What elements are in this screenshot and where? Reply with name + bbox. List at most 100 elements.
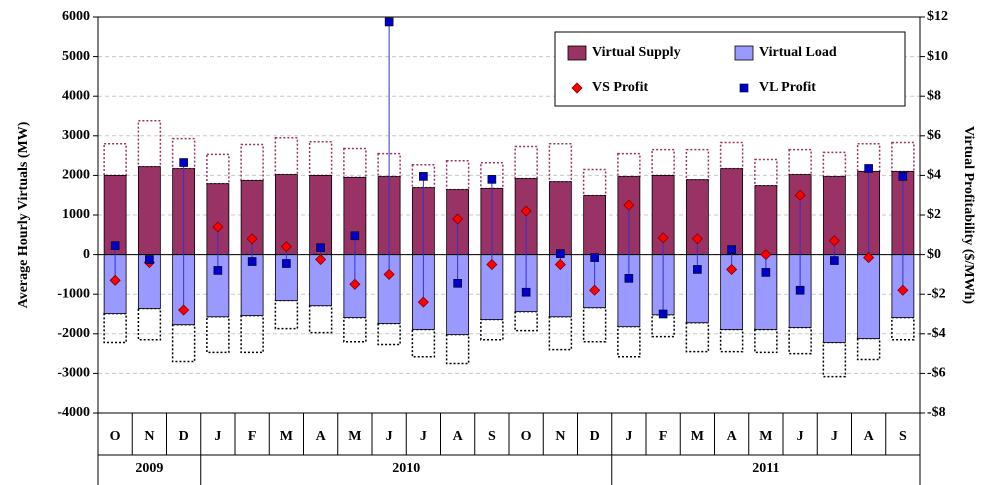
profit-marker — [624, 274, 634, 283]
y-tick-label: 5000 — [62, 49, 90, 64]
dotted-bar — [685, 321, 710, 353]
dotted-bar — [308, 140, 333, 177]
y2-tick-label: $10 — [927, 49, 948, 64]
profit-marker — [898, 172, 908, 181]
profit-marker — [212, 221, 224, 233]
x-tick-label: J — [386, 429, 393, 444]
dotted-bar — [651, 148, 675, 177]
dotted-bar — [206, 316, 230, 354]
profit-marker — [145, 255, 154, 264]
profit-marker — [590, 253, 599, 262]
dotted-bar — [582, 306, 607, 343]
x-tick-label: A — [316, 429, 327, 444]
profit-marker — [556, 249, 565, 258]
profit-marker — [282, 259, 291, 268]
dotted-bar — [377, 322, 401, 346]
year-label: 2009 — [135, 461, 163, 476]
dotted-bar — [171, 323, 196, 363]
dotted-bar — [617, 325, 641, 358]
y2-tick-label: $0 — [927, 247, 941, 262]
dotted-bar — [480, 318, 504, 341]
y2-tick-label: -$2 — [927, 286, 946, 301]
bar — [720, 168, 744, 255]
x-tick-label: D — [590, 429, 600, 444]
profit-marker — [350, 231, 360, 241]
profit-marker — [691, 233, 703, 245]
profit-marker — [246, 233, 258, 245]
dotted-bar — [137, 307, 162, 341]
dotted-bar — [685, 148, 710, 181]
profit-marker — [521, 287, 531, 297]
y2-tick-label: -$8 — [927, 405, 946, 420]
bar — [754, 185, 778, 255]
profit-marker — [452, 213, 464, 225]
y2-tick-label: -$4 — [927, 326, 946, 341]
profit-marker — [179, 158, 188, 167]
profit-marker — [830, 256, 839, 265]
x-tick-label: O — [110, 429, 121, 444]
x-tick-label: M — [759, 429, 772, 444]
x-tick-label: A — [727, 429, 738, 444]
y-axis-title: Average Hourly Virtuals (MW) — [16, 121, 31, 308]
bar — [583, 195, 607, 255]
dotted-bar — [137, 120, 162, 168]
profit-marker — [315, 253, 327, 266]
year-label: 2011 — [752, 461, 779, 476]
y-tick-label: 3000 — [62, 128, 90, 143]
x-tick-label: M — [691, 429, 704, 444]
profit-marker — [794, 189, 806, 201]
y-tick-label: -4000 — [57, 405, 90, 420]
x-tick-label: N — [144, 429, 154, 444]
x-tick-label: S — [488, 429, 496, 444]
profit-marker — [726, 263, 738, 276]
x-tick-label: J — [214, 429, 221, 444]
dotted-bar — [308, 304, 333, 334]
profit-marker — [897, 284, 909, 296]
profit-marker — [110, 241, 120, 250]
legend-box — [554, 31, 906, 107]
x-tick-label: D — [179, 429, 189, 444]
y2-tick-label: $4 — [927, 168, 941, 183]
x-tick-label: J — [420, 429, 427, 444]
x-tick-label: S — [899, 429, 907, 444]
dotted-bar — [788, 326, 812, 355]
y-tick-label: -3000 — [57, 366, 90, 381]
dotted-bar — [788, 148, 812, 176]
legend-label: Virtual Supply — [592, 45, 681, 60]
x-tick-label: J — [797, 429, 804, 444]
dotted-bar — [274, 137, 299, 176]
y-tick-label: 2000 — [62, 168, 90, 183]
y-tick-label: 0 — [83, 247, 90, 262]
profit-marker — [213, 266, 223, 275]
y2-tick-label: $8 — [927, 88, 941, 103]
dotted-bar — [822, 341, 847, 378]
profit-marker — [247, 257, 257, 266]
y2-axis-title: Virtual Profitability ($/MWh) — [961, 126, 976, 304]
dotted-bar — [719, 141, 744, 170]
y2-tick-label: $2 — [927, 207, 941, 222]
dotted-bar — [891, 141, 915, 173]
dotted-bar — [171, 137, 196, 170]
profit-marker — [520, 205, 532, 217]
dotted-bar — [514, 310, 538, 332]
dotted-bar — [206, 153, 230, 185]
profit-marker — [693, 265, 702, 274]
dotted-bar — [411, 163, 436, 189]
dotted-bar — [754, 158, 778, 187]
x-tick-label: F — [659, 429, 668, 444]
legend-swatch — [739, 83, 749, 93]
x-tick-label: J — [831, 429, 838, 444]
profit-marker — [419, 172, 428, 181]
bar — [822, 254, 846, 343]
x-tick-label: A — [453, 429, 464, 444]
dotted-bar — [103, 312, 127, 344]
profit-marker — [349, 278, 361, 290]
legend-label: VS Profit — [592, 80, 648, 95]
profit-marker — [487, 175, 497, 184]
profit-marker — [280, 241, 292, 253]
dotted-bar — [754, 328, 778, 354]
dotted-bar — [856, 337, 881, 361]
profit-marker — [828, 235, 840, 247]
y2-tick-label: -$6 — [927, 366, 946, 381]
bar — [857, 254, 881, 339]
